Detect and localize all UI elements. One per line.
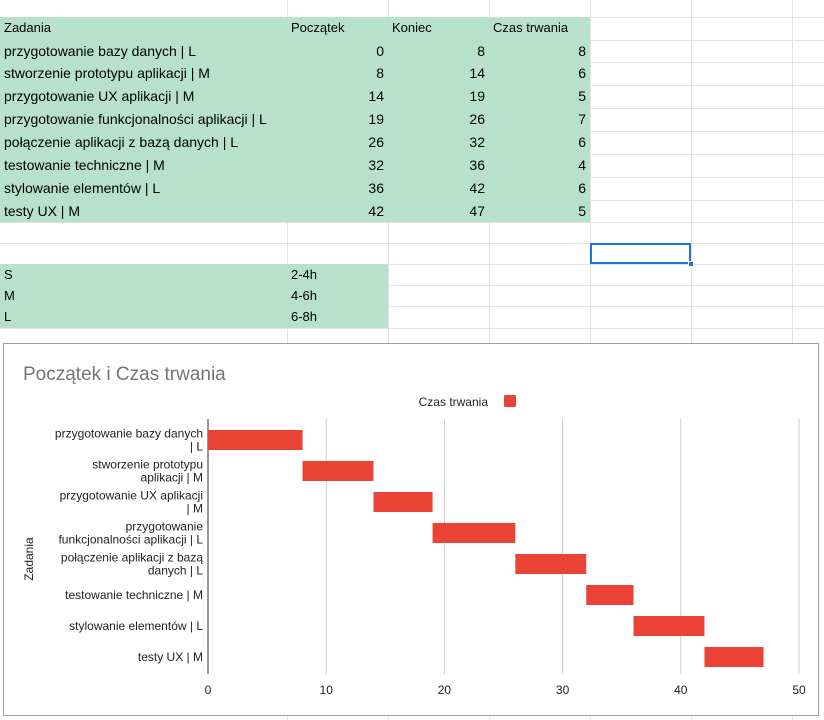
chart-title: Początek i Czas trwania: [23, 364, 226, 385]
fill-handle[interactable]: [688, 261, 694, 267]
row-gridline: [0, 306, 824, 307]
task-name-cell[interactable]: połączenie aplikacji z bazą danych | L: [4, 134, 239, 150]
category-label: połączenie aplikacji z bazą: [61, 551, 203, 565]
task-duration-cell[interactable]: 7: [578, 111, 586, 127]
size-table-fill: [0, 264, 388, 328]
size-range-cell[interactable]: 2-4h: [291, 267, 318, 282]
task-name-cell[interactable]: przygotowanie funkcjonalności aplikacji …: [4, 111, 267, 127]
task-end-cell[interactable]: 42: [469, 180, 485, 196]
task-name-cell[interactable]: przygotowanie bazy danych | L: [4, 43, 196, 59]
task-end-cell[interactable]: 14: [469, 65, 485, 81]
task-name-cell[interactable]: przygotowanie UX aplikacji | M: [4, 88, 195, 104]
x-tick-label: 0: [205, 683, 212, 697]
task-duration-cell[interactable]: 6: [578, 134, 586, 150]
gantt-bar: [208, 430, 303, 450]
x-tick-label: 50: [792, 683, 806, 697]
header-koniec[interactable]: Koniec: [392, 20, 432, 35]
task-start-cell[interactable]: 14: [368, 88, 384, 104]
category-label: przygotowanie UX aplikacji: [60, 489, 203, 503]
x-tick-label: 40: [674, 683, 688, 697]
task-start-cell[interactable]: 32: [368, 157, 384, 173]
task-duration-cell[interactable]: 4: [578, 157, 586, 173]
task-end-cell[interactable]: 19: [469, 88, 485, 104]
task-duration-cell[interactable]: 6: [578, 180, 586, 196]
category-label: danych | L: [148, 564, 203, 578]
row-gridline: [0, 264, 824, 265]
task-start-cell[interactable]: 26: [368, 134, 384, 150]
category-label: | M: [187, 502, 203, 516]
category-label: testy UX | M: [138, 650, 203, 664]
header-czas-trwania[interactable]: Czas trwania: [493, 20, 569, 35]
task-start-cell[interactable]: 42: [368, 203, 384, 219]
task-duration-cell[interactable]: 5: [578, 88, 586, 104]
task-start-cell[interactable]: 36: [368, 180, 384, 196]
chart-svg: Początek i Czas trwania Czas trwania 0 10 20…: [22, 364, 806, 697]
gantt-bar: [302, 461, 374, 481]
legend-swatch: [504, 395, 516, 407]
category-label: przygotowanie: [126, 520, 204, 534]
task-start-cell[interactable]: 19: [368, 111, 384, 127]
gantt-bar: [704, 647, 764, 667]
x-tick-label: 10: [320, 683, 334, 697]
row-gridline: [0, 243, 824, 244]
category-label: testowanie techniczne | M: [65, 588, 203, 602]
gantt-bar: [373, 492, 433, 512]
task-duration-cell[interactable]: 5: [578, 203, 586, 219]
gantt-bar: [515, 554, 587, 574]
task-end-cell[interactable]: 47: [469, 203, 485, 219]
x-tick-label: 30: [556, 683, 570, 697]
y-axis-title: Zadania: [22, 537, 36, 581]
task-end-cell[interactable]: 36: [469, 157, 485, 173]
selected-cell[interactable]: [590, 243, 691, 264]
task-start-cell[interactable]: 0: [376, 43, 384, 59]
gantt-bar: [586, 585, 634, 605]
legend-label: Czas trwania: [419, 395, 489, 409]
category-label: stworzenie prototypu: [92, 458, 203, 472]
task-duration-cell[interactable]: 6: [578, 65, 586, 81]
gantt-bar: [633, 616, 705, 636]
task-start-cell[interactable]: 8: [376, 65, 384, 81]
header-poczatek[interactable]: Początek: [291, 20, 345, 35]
row-gridline: [0, 285, 824, 286]
category-label: funkcjonalności aplikacji | L: [58, 533, 203, 547]
row-gridline: [0, 328, 824, 329]
size-key-cell[interactable]: M: [4, 288, 15, 303]
task-end-cell[interactable]: 8: [477, 43, 485, 59]
task-name-cell[interactable]: stylowanie elementów | L: [4, 180, 161, 196]
task-name-cell[interactable]: stworzenie prototypu aplikacji | M: [4, 65, 210, 81]
category-label: | L: [190, 440, 203, 454]
category-label: stylowanie elementów | L: [69, 619, 203, 633]
task-name-cell[interactable]: testy UX | M: [4, 203, 80, 219]
task-name-cell[interactable]: testowanie techniczne | M: [4, 157, 165, 173]
gantt-bar: [432, 523, 516, 543]
category-label: przygotowanie bazy danych: [55, 427, 203, 441]
task-table-fill: [0, 17, 590, 222]
x-tick-label: 20: [438, 683, 452, 697]
task-end-cell[interactable]: 26: [469, 111, 485, 127]
gantt-chart[interactable]: Początek i Czas trwania Czas trwania 0 10 20…: [3, 343, 819, 716]
header-zadania[interactable]: Zadania: [4, 20, 51, 35]
row-gridline: [0, 222, 824, 223]
size-range-cell[interactable]: 4-6h: [291, 288, 318, 303]
size-key-cell[interactable]: L: [4, 309, 12, 324]
size-range-cell[interactable]: 6-8h: [291, 309, 318, 324]
task-duration-cell[interactable]: 8: [578, 43, 586, 59]
task-end-cell[interactable]: 32: [469, 134, 485, 150]
category-label: aplikacji | M: [141, 471, 203, 485]
size-key-cell[interactable]: S: [4, 267, 13, 282]
